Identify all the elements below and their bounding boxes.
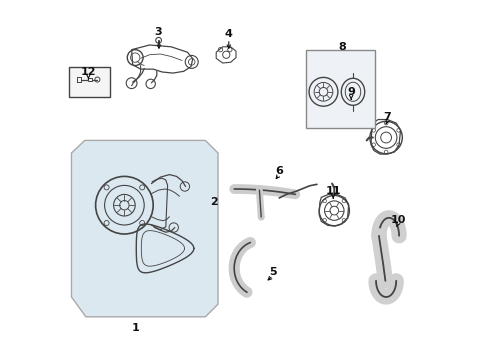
Text: 9: 9 <box>347 87 355 97</box>
Polygon shape <box>72 140 218 317</box>
Text: 2: 2 <box>211 197 218 207</box>
Bar <box>306 50 374 128</box>
Text: 6: 6 <box>275 166 283 176</box>
Text: 5: 5 <box>270 267 277 277</box>
Text: 7: 7 <box>383 112 391 122</box>
Bar <box>69 67 110 97</box>
Text: 3: 3 <box>155 27 162 37</box>
Text: 4: 4 <box>225 29 233 39</box>
Text: 12: 12 <box>81 67 96 77</box>
Text: 8: 8 <box>338 42 346 52</box>
Text: 10: 10 <box>391 215 406 225</box>
Text: 11: 11 <box>325 186 341 196</box>
Text: 1: 1 <box>131 323 139 333</box>
